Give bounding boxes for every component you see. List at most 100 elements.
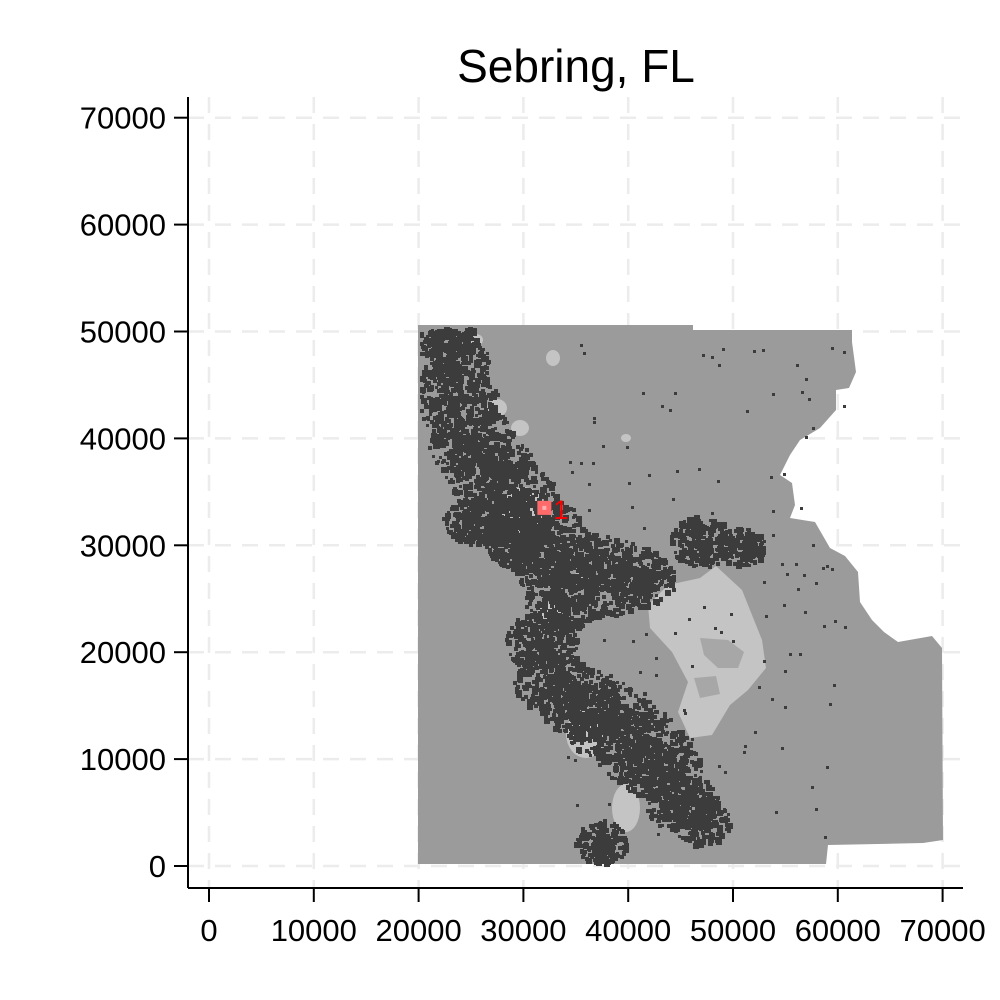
urban-pixel [620, 593, 624, 597]
urban-pixel [563, 682, 569, 688]
urban-pixel [614, 763, 618, 767]
urban-pixel [560, 720, 564, 724]
urban-pixel [585, 603, 589, 607]
urban-pixel [512, 507, 515, 510]
urban-pixel [453, 330, 457, 334]
urban-pixel [569, 625, 572, 628]
urban-pixel [588, 542, 592, 546]
urban-pixel [512, 509, 515, 512]
urban-pixel [544, 606, 548, 610]
urban-pixel [537, 544, 541, 548]
urban-pixel [477, 364, 481, 368]
urban-pixel [457, 433, 460, 436]
urban-pixel [569, 548, 572, 551]
urban-pixel [550, 717, 554, 721]
urban-pixel [624, 709, 628, 713]
urban-pixel [539, 633, 543, 637]
urban-pixel [595, 533, 599, 537]
urban-pixel [627, 724, 631, 728]
urban-pixel [663, 712, 667, 716]
urban-pixel [602, 604, 606, 608]
urban-pixel [436, 422, 439, 425]
urban-pixel [557, 677, 561, 681]
urban-pixel [461, 369, 464, 372]
urban-pixel [592, 713, 596, 717]
urban-pixel [552, 676, 556, 680]
urban-pixel [498, 451, 502, 455]
urban-pixel [487, 393, 491, 397]
urban-pixel [506, 511, 509, 514]
urban-pixel [424, 365, 428, 369]
urban-pixel [483, 395, 487, 399]
urban-pixel [514, 629, 518, 633]
urban-pixel [491, 428, 495, 432]
urban-pixel [437, 332, 441, 336]
urban-pixel [576, 578, 580, 582]
urban-pixel [521, 662, 524, 665]
urban-pixel [562, 510, 566, 514]
urban-pixel [580, 704, 584, 708]
urban-pixel [533, 467, 537, 471]
urban-pixel [460, 433, 463, 436]
urban-pixel [616, 544, 620, 548]
urban-pixel [527, 705, 531, 709]
urban-pixel [489, 463, 493, 467]
urban-pixel [575, 664, 578, 667]
urban-pixel [514, 636, 517, 639]
urban-pixel [544, 641, 550, 647]
urban-pixel [449, 405, 455, 411]
urban-pixel [485, 442, 489, 446]
urban-pixel [506, 640, 512, 646]
urban-pixel [560, 646, 563, 649]
urban-pixel [548, 525, 552, 529]
urban-pixel [452, 442, 458, 448]
urban-pixel [516, 692, 522, 698]
urban-pixel [658, 557, 661, 560]
urban-pixel [641, 592, 645, 596]
urban-pixel [549, 685, 553, 689]
urban-pixel [513, 631, 519, 637]
urban-pixel [435, 364, 439, 368]
urban-pixel [582, 557, 586, 561]
urban-pixel [554, 523, 560, 529]
urban-pixel [591, 671, 595, 675]
urban-pixel [445, 371, 451, 377]
urban-pixel [592, 586, 596, 590]
urban-pixel [467, 331, 471, 335]
urban-pixel [568, 565, 571, 568]
urban-pixel [480, 366, 486, 372]
urban-pixel [674, 742, 678, 746]
urban-pixel [501, 462, 507, 468]
urban-pixel [432, 369, 436, 373]
urban-pixel [602, 690, 608, 696]
urban-pixel [572, 706, 575, 709]
urban-pixel [589, 708, 595, 714]
urban-pixel [600, 722, 603, 725]
urban-pixel [540, 519, 546, 525]
urban-pixel [423, 352, 427, 356]
urban-pixel [641, 565, 645, 569]
urban-pixel [532, 689, 538, 695]
urban-pixel [456, 406, 460, 410]
urban-pixel [504, 457, 508, 461]
urban-pixel [508, 475, 511, 478]
urban-pixel [511, 475, 514, 478]
urban-pixel [525, 576, 528, 579]
urban-pixel [477, 397, 483, 403]
urban-pixel [552, 568, 556, 572]
urban-pixel [640, 723, 643, 726]
urban-pixel [585, 541, 589, 545]
urban-pixel [488, 402, 492, 406]
urban-pixel [584, 667, 590, 673]
urban-pixel [593, 738, 597, 742]
urban-pixel [509, 499, 512, 502]
urban-pixel [597, 742, 601, 746]
urban-pixel [537, 582, 543, 588]
urban-pixel [460, 443, 463, 446]
urban-pixel [578, 669, 582, 673]
urban-pixel [558, 556, 562, 560]
urban-pixel [632, 732, 636, 736]
urban-pixel [517, 479, 521, 483]
urban-pixel [499, 438, 502, 441]
urban-pixel [626, 733, 629, 736]
